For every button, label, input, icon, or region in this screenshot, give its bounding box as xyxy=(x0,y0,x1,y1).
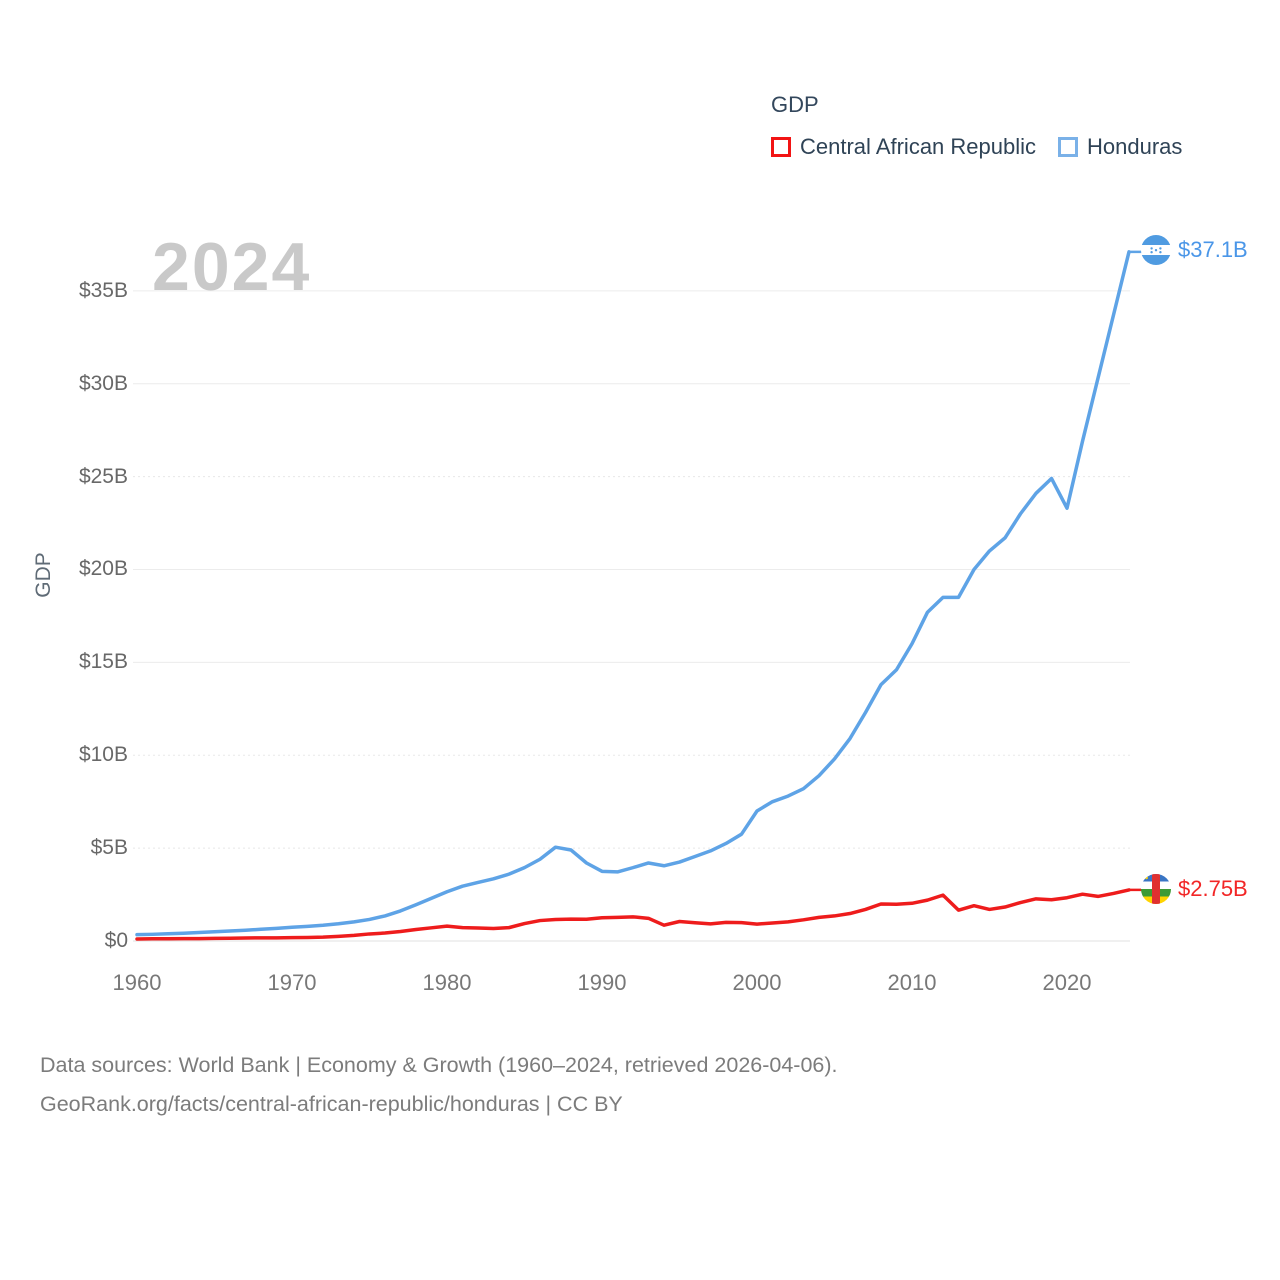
legend-swatch-car xyxy=(771,137,791,157)
x-tick-label: 1990 xyxy=(577,970,627,995)
x-tick-label: 2010 xyxy=(887,970,937,995)
legend-item-honduras[interactable]: Honduras xyxy=(1058,134,1182,160)
central-african-republic-line[interactable] xyxy=(135,888,1131,941)
y-tick-label: $0 xyxy=(104,929,128,952)
legend-label-honduras: Honduras xyxy=(1087,134,1183,159)
legend-swatch-honduras xyxy=(1058,137,1079,157)
honduras-flag-icon xyxy=(1141,235,1171,265)
y-tick-label: $15B xyxy=(78,650,128,674)
end-value-car: $2.75B xyxy=(1178,876,1248,901)
end-value-honduras: $37.1B xyxy=(1178,237,1248,262)
y-tick-label: $25B xyxy=(78,464,128,488)
legend-title: GDP xyxy=(771,92,819,117)
legend-row: Central African Republic Honduras xyxy=(771,134,1182,160)
end-label-central-african-republic[interactable]: $2.75B xyxy=(1141,874,1248,904)
x-tick-label: 1970 xyxy=(267,970,317,995)
attribution-line: GeoRank.org/facts/central-african-republ… xyxy=(40,1092,623,1116)
y-tick-label: $5B xyxy=(90,836,128,860)
y-tick-label: $20B xyxy=(78,557,128,581)
y-axis-title: GDP xyxy=(32,552,55,598)
central-african-republic-flag-icon xyxy=(1141,874,1171,904)
legend: GDP Central African Republic Honduras xyxy=(771,92,1182,160)
legend-label-car: Central African Republic xyxy=(800,134,1037,159)
year-watermark: 2024 xyxy=(152,229,312,305)
data-sources-line: Data sources: World Bank | Economy & Gro… xyxy=(40,1053,838,1077)
legend-item-central-african-republic[interactable]: Central African Republic xyxy=(771,134,1036,160)
honduras-line[interactable] xyxy=(135,250,1131,937)
x-tick-label: 1980 xyxy=(422,970,472,995)
x-tick-label: 1960 xyxy=(112,970,162,995)
end-label-honduras[interactable]: $37.1B xyxy=(1141,235,1248,265)
x-tick-label: 2000 xyxy=(732,970,782,995)
x-tick-label: 2020 xyxy=(1042,970,1092,995)
y-tick-label: $10B xyxy=(78,743,128,767)
y-tick-label: $30B xyxy=(78,371,128,395)
footer: Data sources: World Bank | Economy & Gro… xyxy=(40,1046,838,1124)
y-tick-label: $35B xyxy=(78,278,128,302)
